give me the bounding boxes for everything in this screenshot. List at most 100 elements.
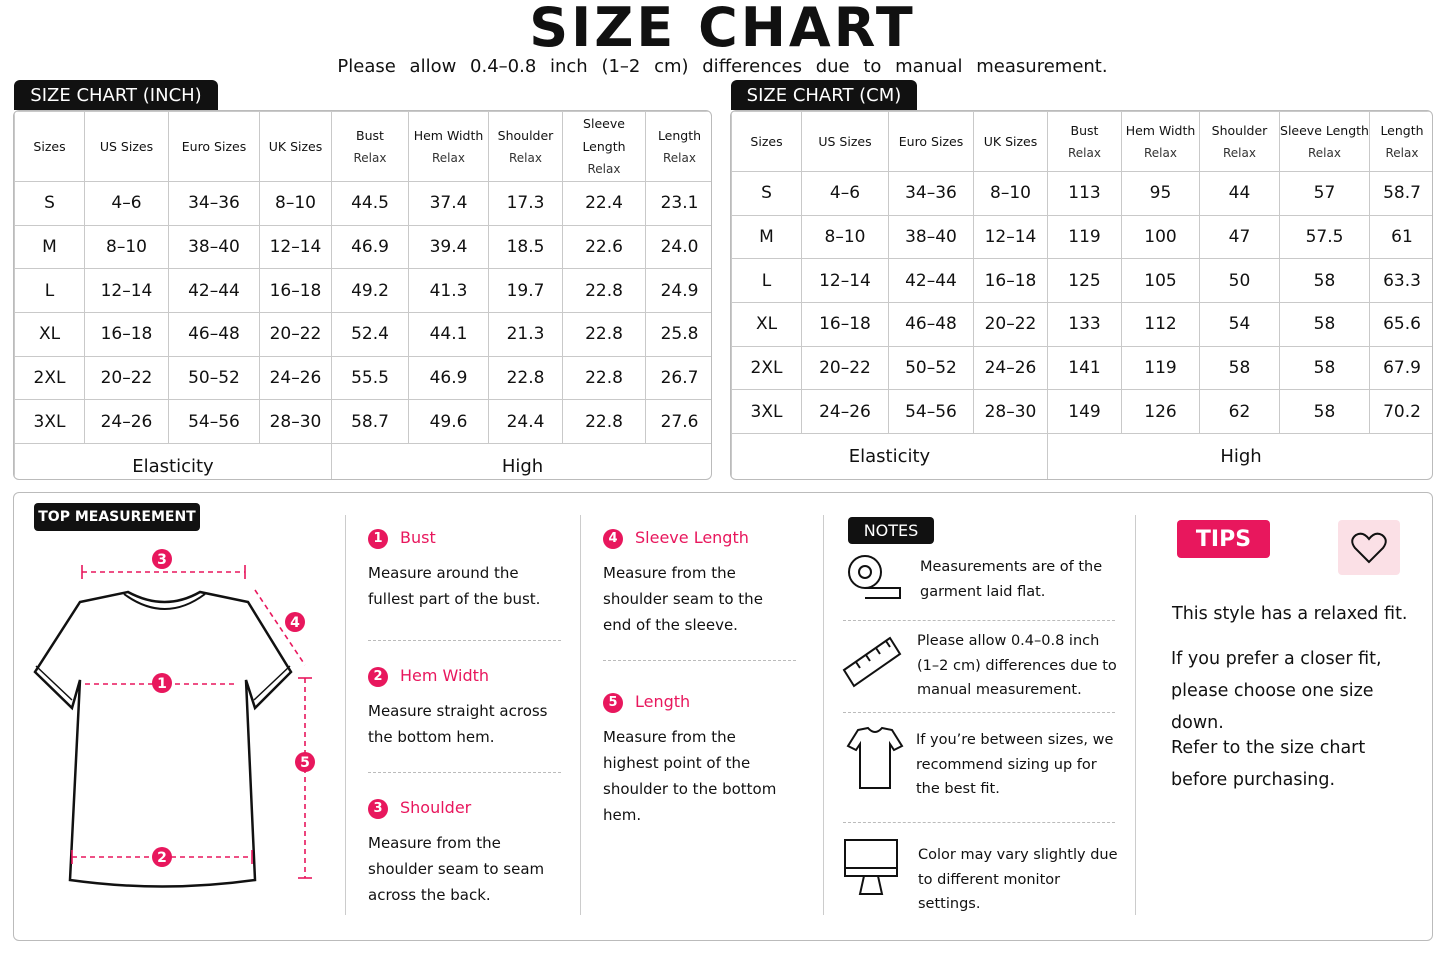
- measure-name: Length: [635, 692, 691, 711]
- cell: XL: [731, 302, 802, 347]
- ruler-icon: [842, 636, 902, 688]
- cell: 58: [1279, 389, 1370, 435]
- divider: [843, 620, 1115, 621]
- cell: 18.5: [488, 224, 563, 270]
- footer-row: Elasticity High: [14, 443, 711, 479]
- header-sub: Relax: [509, 150, 542, 165]
- header-name: Euro Sizes: [181, 139, 247, 154]
- cell: 12–14: [84, 268, 169, 314]
- header-cell: Shoulder Relax: [1199, 111, 1280, 172]
- header-row: Sizes US Sizes Euro Sizes UK Sizes Bust Relax…: [14, 111, 711, 182]
- cell: L: [14, 268, 85, 314]
- cell: 44.1: [408, 312, 489, 357]
- marker-dot: [285, 612, 305, 632]
- footer-cell: High: [1047, 433, 1432, 479]
- measure-name: Bust: [400, 528, 436, 547]
- header-cell: UK Sizes: [973, 111, 1048, 172]
- row: XL 16–18 46–48 20–22 52.4 44.1 21.3 22.8 25.8: [14, 312, 711, 357]
- cell: 42–44: [888, 258, 974, 304]
- row: S 4–6 34–36 8–10 113 95 44 57 58.7: [731, 171, 1432, 216]
- cell: 12–14: [259, 224, 332, 270]
- cell: 24–26: [84, 399, 169, 445]
- cell: 119: [1047, 214, 1122, 260]
- marker-number: 4: [290, 615, 300, 631]
- cell: 105: [1121, 258, 1200, 304]
- divider: [345, 515, 346, 915]
- header-sub: Relax: [663, 150, 696, 165]
- cell: 38–40: [888, 214, 974, 260]
- header-cell: Euro Sizes: [888, 111, 974, 172]
- cell: 49.2: [331, 268, 409, 314]
- cell: 113: [1047, 171, 1122, 216]
- cell: XL: [14, 312, 85, 357]
- divider: [823, 515, 824, 915]
- row: M 8–10 38–40 12–14 46.9 39.4 18.5 22.6 24.0: [14, 224, 711, 270]
- cell: 46–48: [168, 312, 260, 357]
- header-cell: Sleeve Length Relax: [562, 111, 646, 182]
- cell: 20–22: [259, 312, 332, 357]
- cell: 149: [1047, 389, 1122, 435]
- header-name: Bust: [356, 127, 384, 143]
- cell: 22.8: [562, 355, 646, 401]
- cell: 22.8: [562, 312, 646, 357]
- footer-cell: Elasticity: [14, 443, 332, 479]
- cell: 20–22: [84, 355, 169, 401]
- header-name: Hem Width: [1125, 122, 1196, 138]
- marker-dot: [152, 673, 172, 693]
- cell: 26.7: [645, 355, 711, 401]
- measure-panel: [13, 492, 1433, 941]
- cell: 12–14: [973, 214, 1048, 260]
- measure-heading: 2 Hem Width: [368, 666, 489, 687]
- cell: 8–10: [973, 171, 1048, 216]
- header-cell: Sizes: [731, 111, 802, 172]
- measure-title: TOP MEASUREMENT: [34, 503, 200, 531]
- note-text: If you’re between sizes, we recommend si…: [916, 732, 1114, 797]
- header-sub: Relax: [1068, 145, 1101, 160]
- divider: [368, 772, 561, 773]
- cuffs: [35, 665, 291, 701]
- header-sub: Relax: [587, 162, 621, 176]
- cell: 41.3: [408, 268, 489, 314]
- cell: 16–18: [84, 312, 169, 357]
- cell: 58.7: [331, 399, 409, 445]
- cell: 8–10: [801, 214, 889, 260]
- cell: 4–6: [801, 171, 889, 216]
- row: 2XL 20–22 50–52 24–26 141 119 58 58 67.9: [731, 345, 1432, 391]
- header-name: Sleeve Length: [582, 116, 626, 154]
- cell: 67.9: [1369, 345, 1432, 391]
- cell: 24–26: [259, 355, 332, 401]
- cell: 63.3: [1369, 258, 1432, 304]
- header-cell: UK Sizes: [259, 111, 332, 182]
- cell: 34–36: [168, 181, 260, 226]
- cell: 52.4: [331, 312, 409, 357]
- cell: 24.9: [645, 268, 711, 314]
- row: 2XL 20–22 50–52 24–26 55.5 46.9 22.8 22.8 26.7: [14, 355, 711, 401]
- measure-number: 1: [368, 528, 388, 549]
- cell: 119: [1121, 345, 1200, 391]
- header-cell: Length Relax: [645, 111, 711, 182]
- cell: 17.3: [488, 181, 563, 226]
- notes-title: NOTES: [848, 517, 934, 544]
- header-name: Length: [1380, 122, 1424, 138]
- row: L 12–14 42–44 16–18 125 105 50 58 63.3: [731, 258, 1432, 304]
- measure-number: 3: [368, 798, 388, 819]
- footer-cell: Elasticity: [731, 433, 1048, 479]
- cell: 39.4: [408, 224, 489, 270]
- measure-heading: 5 Length: [603, 692, 690, 713]
- table-title: SIZE CHART (INCH): [14, 80, 218, 110]
- tips-text: Refer to the size chart before purchasin…: [1171, 738, 1366, 790]
- cell: 49.6: [408, 399, 489, 445]
- divider: [580, 515, 581, 915]
- cell: 4–6: [84, 181, 169, 226]
- cell: 34–36: [888, 171, 974, 216]
- header-name: UK Sizes: [268, 139, 323, 154]
- cell: 28–30: [973, 389, 1048, 435]
- row: M 8–10 38–40 12–14 119 100 47 57.5 61: [731, 214, 1432, 260]
- cell: S: [14, 181, 85, 226]
- cell: 22.8: [562, 399, 646, 445]
- note-text: Please allow 0.4–0.8 inch (1–2 cm) diffe…: [917, 633, 1117, 698]
- cell: 58: [1279, 258, 1370, 304]
- tips-text: If you prefer a closer fit, please choos…: [1171, 649, 1382, 733]
- page-title: SIZE CHART: [529, 0, 916, 59]
- cell: 25.8: [645, 312, 711, 357]
